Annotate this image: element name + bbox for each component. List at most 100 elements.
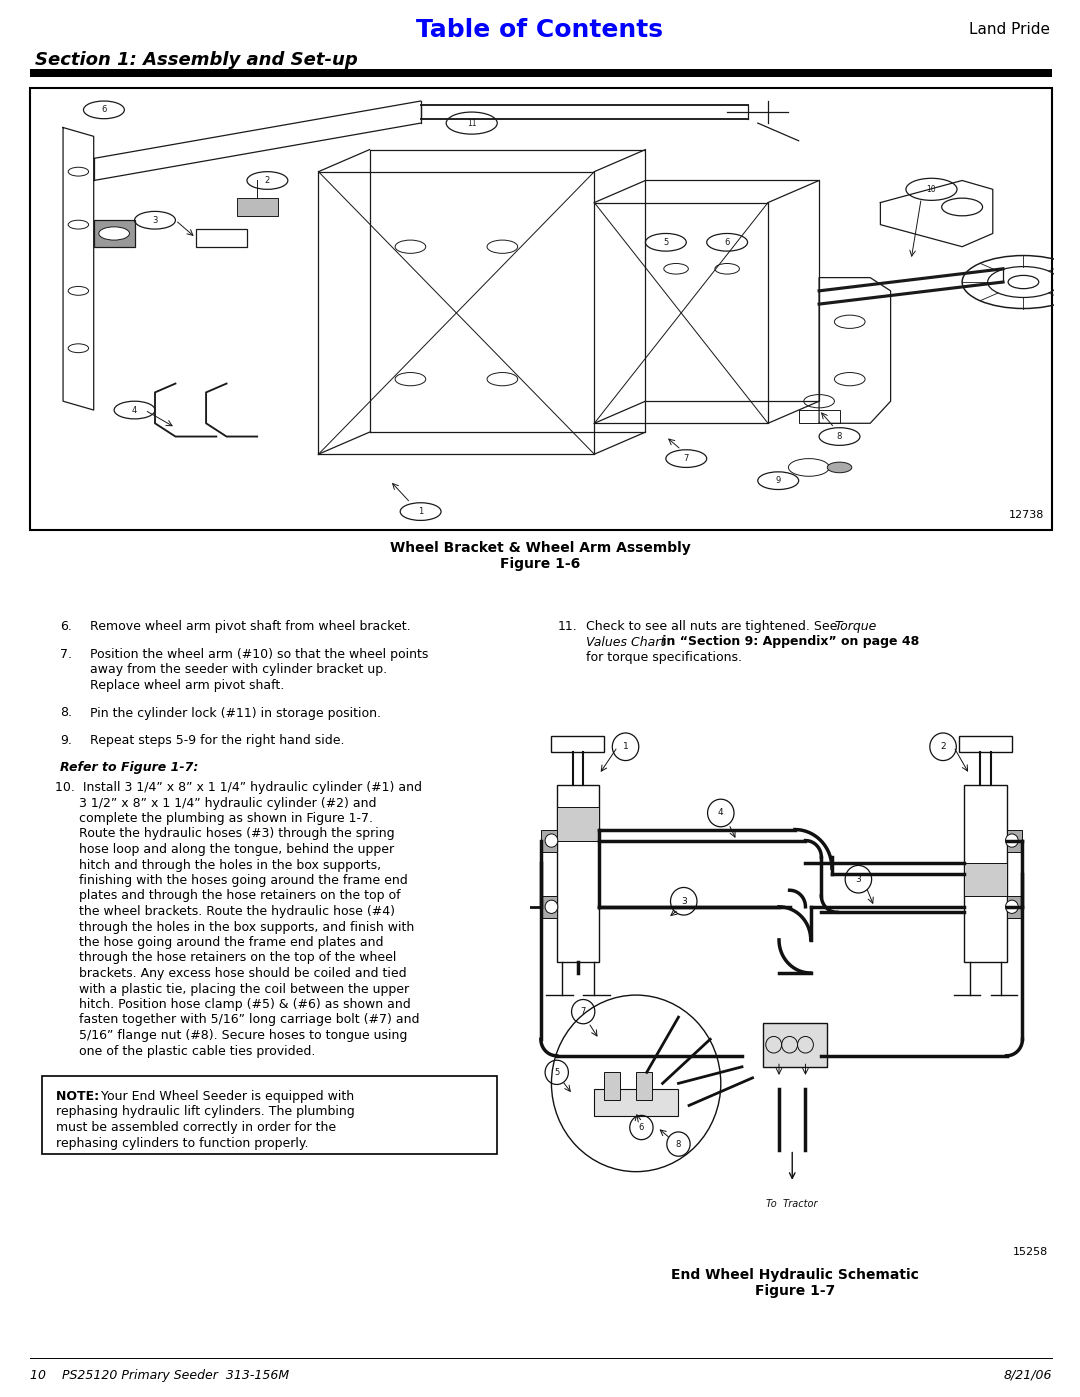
Text: 4: 4 — [132, 405, 137, 415]
Text: Position the wheel arm (#10) so that the wheel points: Position the wheel arm (#10) so that the… — [90, 648, 429, 661]
Text: 6: 6 — [102, 105, 107, 115]
Text: 10    PS25120 Primary Seeder  313-156M: 10 PS25120 Primary Seeder 313-156M — [30, 1369, 289, 1382]
Text: 6.: 6. — [60, 620, 72, 633]
Text: 1: 1 — [418, 507, 423, 515]
Text: the wheel brackets. Route the hydraulic hose (#4): the wheel brackets. Route the hydraulic … — [55, 905, 395, 918]
Text: complete the plumbing as shown in Figure 1-7.: complete the plumbing as shown in Figure… — [55, 812, 373, 826]
Text: 6: 6 — [725, 237, 730, 247]
Text: hitch. Position hose clamp (#5) & (#6) as shown and: hitch. Position hose clamp (#5) & (#6) a… — [55, 997, 410, 1011]
Text: Figure 1-7: Figure 1-7 — [755, 1284, 835, 1298]
Text: the hose going around the frame end plates and: the hose going around the frame end plat… — [55, 936, 383, 949]
Circle shape — [545, 900, 557, 914]
Text: Pin the cylinder lock (#11) in storage position.: Pin the cylinder lock (#11) in storage p… — [90, 707, 381, 719]
Text: 2: 2 — [265, 176, 270, 184]
Text: Replace wheel arm pivot shaft.: Replace wheel arm pivot shaft. — [90, 679, 284, 692]
Text: 7.: 7. — [60, 648, 72, 661]
Text: finishing with the hoses going around the frame end: finishing with the hoses going around th… — [55, 875, 408, 887]
Bar — [964, 785, 1007, 963]
Text: Repeat steps 5-9 for the right hand side.: Repeat steps 5-9 for the right hand side… — [90, 733, 345, 747]
Text: 9: 9 — [775, 476, 781, 485]
Text: must be assembled correctly in order for the: must be assembled correctly in order for… — [56, 1120, 336, 1134]
Text: 11.: 11. — [558, 620, 578, 633]
Bar — [636, 1073, 652, 1099]
Text: hitch and through the holes in the box supports,: hitch and through the holes in the box s… — [55, 859, 381, 872]
Text: Wheel Bracket & Wheel Arm Assembly: Wheel Bracket & Wheel Arm Assembly — [390, 541, 690, 555]
Text: 5: 5 — [663, 237, 669, 247]
Bar — [557, 807, 599, 841]
Text: through the hose retainers on the top of the wheel: through the hose retainers on the top of… — [55, 951, 396, 964]
Bar — [605, 1073, 620, 1099]
Circle shape — [1005, 900, 1018, 914]
Text: 10: 10 — [927, 184, 936, 194]
Text: 10.  Install 3 1/4” x 8” x 1 1/4” hydraulic cylinder (#1) and: 10. Install 3 1/4” x 8” x 1 1/4” hydraul… — [55, 781, 422, 793]
Text: 6: 6 — [638, 1123, 644, 1132]
Text: 8.: 8. — [60, 707, 72, 719]
Text: brackets. Any excess hose should be coiled and tied: brackets. Any excess hose should be coil… — [55, 967, 407, 981]
Text: Torque: Torque — [834, 620, 876, 633]
Text: 8: 8 — [676, 1140, 681, 1148]
Circle shape — [1005, 834, 1018, 847]
Text: Figure 1-6: Figure 1-6 — [500, 557, 580, 571]
Text: Table of Contents: Table of Contents — [417, 18, 663, 42]
Text: NOTE:: NOTE: — [56, 1090, 108, 1104]
Text: plates and through the hose retainers on the top of: plates and through the hose retainers on… — [55, 890, 401, 902]
Bar — [959, 736, 1012, 752]
Text: 5/16” flange nut (#8). Secure hoses to tongue using: 5/16” flange nut (#8). Secure hoses to t… — [55, 1030, 407, 1042]
Text: To  Tractor: To Tractor — [767, 1199, 818, 1210]
Text: 9.: 9. — [60, 733, 72, 747]
Text: Values Chart: Values Chart — [586, 636, 665, 648]
Bar — [94, 221, 135, 247]
Circle shape — [827, 462, 852, 472]
Text: Remove wheel arm pivot shaft from wheel bracket.: Remove wheel arm pivot shaft from wheel … — [90, 620, 410, 633]
Text: fasten together with 5/16” long carriage bolt (#7) and: fasten together with 5/16” long carriage… — [55, 1013, 419, 1027]
Bar — [30, 88, 1052, 529]
Text: 3: 3 — [855, 875, 861, 884]
Text: with a plastic tie, placing the coil between the upper: with a plastic tie, placing the coil bet… — [55, 982, 409, 996]
Bar — [30, 68, 1052, 77]
Text: in “Section 9: Appendix” on page 48: in “Section 9: Appendix” on page 48 — [658, 636, 919, 648]
Text: 1: 1 — [623, 742, 629, 752]
Text: 15258: 15258 — [1013, 1248, 1048, 1257]
Circle shape — [98, 226, 130, 240]
Text: 7: 7 — [684, 454, 689, 464]
Bar — [1007, 895, 1023, 918]
Text: Refer to Figure 1-7:: Refer to Figure 1-7: — [60, 761, 199, 774]
Text: Land Pride: Land Pride — [969, 22, 1050, 38]
Bar — [541, 830, 557, 852]
Bar — [541, 895, 557, 918]
Bar — [237, 198, 278, 215]
Text: Route the hydraulic hoses (#3) through the spring: Route the hydraulic hoses (#3) through t… — [55, 827, 394, 841]
Text: End Wheel Hydraulic Schematic: End Wheel Hydraulic Schematic — [671, 1268, 919, 1282]
Text: one of the plastic cable ties provided.: one of the plastic cable ties provided. — [55, 1045, 315, 1058]
Bar — [964, 863, 1007, 895]
Text: hose loop and along the tongue, behind the upper: hose loop and along the tongue, behind t… — [55, 842, 394, 856]
Text: 4: 4 — [718, 809, 724, 817]
Text: Check to see all nuts are tightened. See: Check to see all nuts are tightened. See — [586, 620, 841, 633]
Text: 3: 3 — [680, 897, 687, 905]
Circle shape — [545, 834, 557, 847]
Text: 2: 2 — [941, 742, 946, 752]
Text: Your End Wheel Seeder is equipped with: Your End Wheel Seeder is equipped with — [102, 1090, 354, 1104]
Bar — [557, 785, 599, 963]
Text: 7: 7 — [581, 1007, 585, 1016]
Bar — [764, 1023, 826, 1067]
Text: 11: 11 — [467, 119, 476, 127]
Bar — [552, 736, 605, 752]
Text: rephasing hydraulic lift cylinders. The plumbing: rephasing hydraulic lift cylinders. The … — [56, 1105, 354, 1119]
Bar — [42, 1076, 497, 1154]
Text: through the holes in the box supports, and finish with: through the holes in the box supports, a… — [55, 921, 415, 933]
Text: 3 1/2” x 8” x 1 1/4” hydraulic cylinder (#2) and: 3 1/2” x 8” x 1 1/4” hydraulic cylinder … — [55, 796, 377, 809]
Text: 8: 8 — [837, 432, 842, 441]
Bar — [799, 411, 839, 423]
Text: 12738: 12738 — [1009, 510, 1044, 520]
Text: for torque specifications.: for torque specifications. — [586, 651, 742, 664]
Bar — [1007, 830, 1023, 852]
Text: away from the seeder with cylinder bracket up.: away from the seeder with cylinder brack… — [90, 664, 387, 676]
Text: rephasing cylinders to function properly.: rephasing cylinders to function properly… — [56, 1137, 309, 1150]
Bar — [195, 229, 247, 247]
Text: 8/21/06: 8/21/06 — [1003, 1369, 1052, 1382]
Bar — [594, 1088, 678, 1116]
Text: Section 1: Assembly and Set-up: Section 1: Assembly and Set-up — [35, 52, 357, 68]
Text: 5: 5 — [554, 1067, 559, 1077]
Text: 3: 3 — [152, 215, 158, 225]
